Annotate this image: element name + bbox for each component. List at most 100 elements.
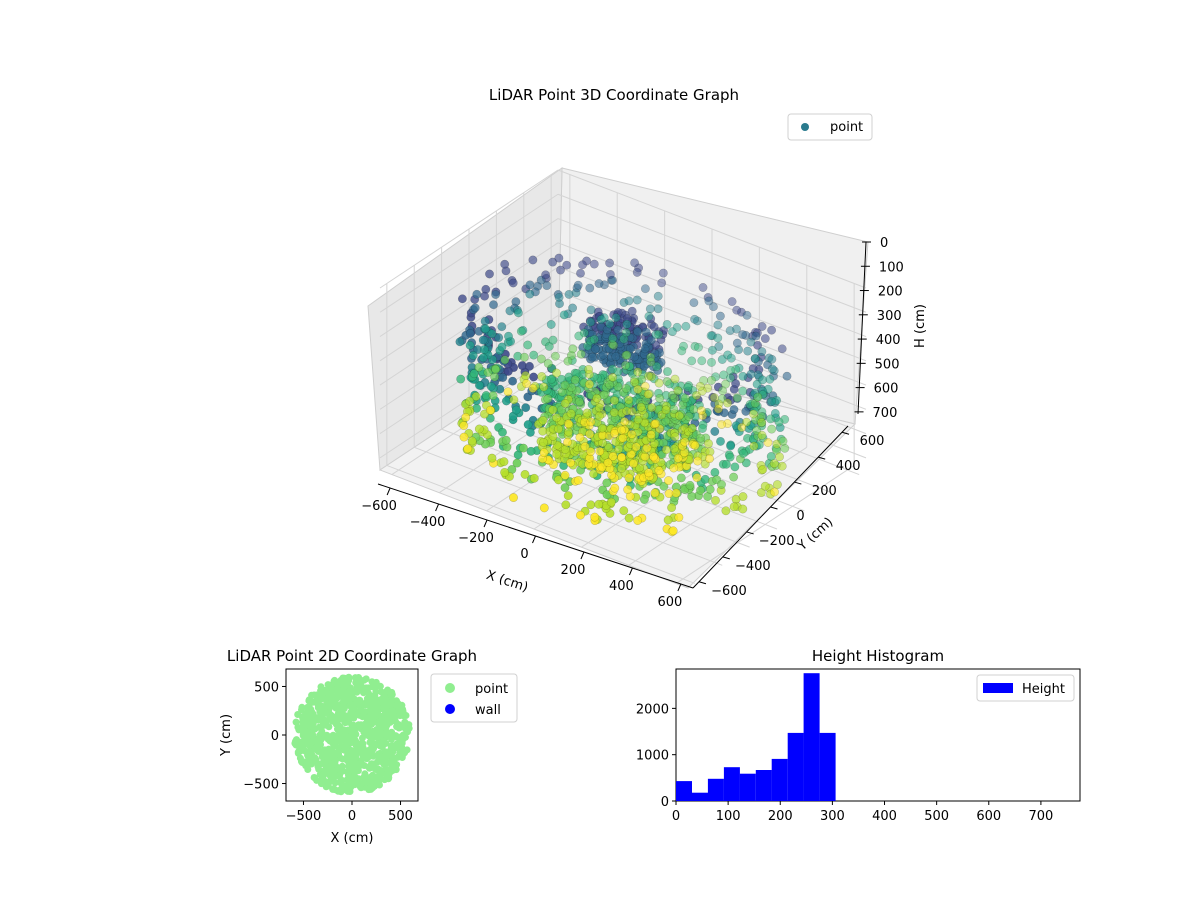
lidar-point-2d [357,761,364,769]
histogram-bar [739,773,756,801]
histogram-x-tick-label: 300 [820,809,845,824]
lidar-point-3d [674,512,684,522]
legend-2d-wall-marker [445,704,455,714]
lidar-point-3d [489,300,498,310]
lidar-point-3d [623,485,633,495]
lidar-point-3d [619,506,629,516]
lidar-point-3d [580,442,590,452]
lidar-point-2d [362,675,370,683]
lidar-point-3d [566,458,576,468]
lidar-point-3d [617,452,627,462]
lidar-point-3d [539,437,548,447]
lidar-point-3d [508,278,518,288]
lidar-point-3d [663,367,672,377]
lidar-point-3d [669,463,679,473]
histogram-bar [676,781,692,801]
z-tick-label-3d: 500 [875,357,900,372]
y-tick-3d [770,506,778,510]
lidar-point-3d [651,419,661,429]
lidar-point-3d [491,364,501,374]
lidar-point-3d [753,357,763,367]
lidar-point-3d [640,344,650,354]
lidar-point-3d [627,306,637,316]
lidar-point-3d [673,386,683,396]
lidar-point-2d [340,698,348,706]
lidar-point-2d [314,739,322,747]
lidar-point-2d [299,738,307,746]
lidar-point-3d [750,354,760,364]
lidar-point-3d [455,337,465,347]
lidar-point-3d [746,369,756,379]
x-tick-3d [677,583,682,592]
lidar-point-3d [766,414,775,424]
lidar-point-3d [594,411,604,421]
lidar-point-3d [500,355,510,365]
lidar-point-3d [500,259,510,269]
lidar-point-3d [465,396,475,406]
lidar-point-2d [302,762,310,770]
lidar-point-3d [478,353,488,363]
lidar-point-3d [474,380,484,390]
lidar-point-3d [742,310,752,320]
lidar-point-3d [671,488,681,498]
lidar-point-3d [690,314,700,324]
lidar-point-3d [683,383,693,392]
lidar-point-3d [564,289,574,299]
lidar-point-3d [485,405,495,415]
lidar-point-3d [663,515,673,525]
lidar-point-3d [633,415,643,425]
lidar-point-3d [646,335,656,345]
lidar-point-3d [471,392,481,401]
lidar-point-2d [372,712,379,720]
lidar-point-3d [525,289,535,299]
lidar-point-3d [645,304,655,314]
lidar-point-3d [523,420,533,430]
lidar-point-3d [703,293,713,302]
lidar-point-3d [628,459,638,469]
lidar-point-2d [345,762,353,770]
lidar-point-3d [568,344,578,354]
lidar-point-3d [589,334,599,344]
lidar-point-3d [486,381,496,391]
lidar-point-3d [624,296,634,306]
lidar-point-3d [483,368,493,377]
lidar-point-3d [548,257,558,267]
lidar-point-3d [714,399,724,409]
lidar-point-3d [478,335,488,345]
lidar-point-3d [604,442,614,452]
lidar-point-2d [343,718,351,726]
lidar-point-3d [521,371,531,381]
lidar-point-3d [556,405,566,415]
lidar-point-3d [480,409,489,419]
lidar-point-3d [552,368,561,378]
lidar-point-3d [608,372,618,382]
lidar-point-3d [767,325,777,335]
lidar-point-3d [564,419,573,429]
lidar-point-3d [687,356,697,366]
y-tick-3d [841,431,850,435]
x-tick-label-2d: −500 [286,809,322,824]
lidar-point-2d [301,747,309,755]
lidar-point-3d [456,374,466,384]
lidar-point-3d [629,352,639,362]
lidar-point-2d [332,700,340,708]
lidar-point-3d [465,340,475,350]
histogram-bar [803,673,820,801]
lidar-point-3d [697,356,707,366]
y-tick-3d [746,531,754,535]
lidar-point-2d [335,773,343,781]
chart-histogram: Height Histogram 0 100 200 300 400 500 600 7000… [636,647,1081,824]
lidar-point-3d [479,345,489,355]
lidar-point-3d [470,303,480,313]
lidar-point-3d [640,284,650,294]
lidar-point-3d [707,345,717,355]
lidar-point-3d [575,510,585,520]
lidar-point-3d [552,413,562,423]
lidar-point-3d [738,371,748,381]
legend-3d: point [787,113,873,141]
grid-line-z-back [557,169,867,289]
lidar-point-3d [677,346,687,356]
lidar-point-2d [404,728,412,736]
lidar-point-3d [698,424,707,433]
histogram-x-tick-label: 200 [768,809,793,824]
